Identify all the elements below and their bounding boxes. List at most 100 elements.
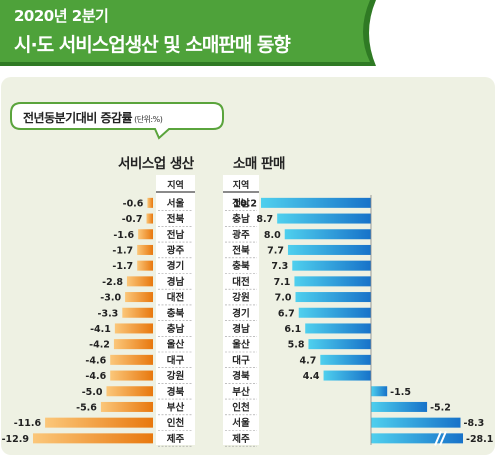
service-region-column-bg	[156, 175, 195, 445]
retail-value-label: -8.3	[464, 418, 485, 429]
retail-region-label: 경북	[232, 370, 250, 382]
retail-bar	[371, 401, 428, 412]
service-bar	[122, 307, 153, 318]
service-region-label: 강원	[167, 370, 184, 382]
service-value-label: -0.6	[123, 198, 144, 209]
title-banner-background	[0, 0, 376, 66]
service-value-label: -4.1	[90, 324, 111, 335]
retail-value-label: 7.0	[275, 293, 292, 304]
retail-value-label: -5.2	[430, 402, 451, 413]
service-value-label: -1.7	[112, 261, 133, 272]
axis-break-mark	[434, 430, 442, 446]
retail-bar	[287, 244, 371, 255]
callout-unit: (단위:%)	[134, 115, 163, 124]
retail-value-label: 7.3	[271, 261, 288, 272]
service-bar	[125, 292, 153, 303]
retail-bar	[261, 197, 371, 208]
service-value-label: -5.0	[82, 387, 103, 398]
retail-region-label: 제주	[232, 433, 250, 445]
retail-bar	[320, 354, 371, 365]
retail-value-label: 10.2	[234, 198, 257, 209]
service-bar	[137, 244, 153, 255]
retail-bar	[284, 229, 371, 240]
service-region-label: 인천	[167, 418, 184, 429]
retail-region-label: 서울	[232, 417, 250, 429]
service-value-label: -2.8	[102, 277, 123, 288]
service-value-label: -1.7	[112, 245, 133, 256]
retail-region-label: 인천	[232, 402, 249, 413]
service-value-label: -3.3	[98, 308, 119, 319]
retail-value-label: 8.7	[256, 214, 273, 225]
service-region-label: 대구	[167, 354, 185, 366]
service-bar	[33, 433, 153, 444]
service-region-label: 경기	[167, 260, 184, 272]
retail-region-label: 전남	[232, 197, 250, 209]
service-region-label: 부산	[167, 401, 185, 413]
retail-value-label: 6.7	[278, 308, 295, 319]
retail-value-label: 8.0	[264, 230, 281, 241]
retail-value-label: 7.1	[274, 277, 291, 288]
retail-bar	[371, 417, 461, 428]
service-bar	[138, 229, 153, 240]
service-value-label: -11.6	[14, 418, 42, 429]
retail-value-label: 7.7	[267, 245, 284, 256]
service-region-label: 경북	[167, 386, 185, 398]
retail-value-label: -1.5	[390, 387, 411, 398]
service-bar	[100, 401, 153, 412]
service-region-label: 울산	[167, 339, 185, 351]
retail-value-label: 6.1	[284, 324, 301, 335]
title-banner: 2020년 2분기 시·도 서비스업생산 및 소매판매 동향	[0, 0, 500, 66]
service-value-label: -4.6	[85, 355, 106, 366]
service-region-label: 전북	[167, 213, 185, 225]
service-bar	[147, 197, 153, 208]
service-region-label: 대전	[167, 292, 184, 304]
service-region-label: 광주	[167, 244, 185, 256]
retail-value-label: -28.1	[466, 434, 493, 445]
retail-region-column-bg	[223, 175, 259, 445]
retail-region-label: 충북	[232, 260, 250, 272]
retail-region-label: 울산	[232, 339, 250, 351]
retail-value-label: 4.7	[299, 355, 316, 366]
banner-title: 시·도 서비스업생산 및 소매판매 동향	[14, 34, 291, 56]
service-value-label: -0.7	[122, 214, 143, 225]
retail-bar	[305, 323, 371, 334]
service-region-label: 전남	[167, 229, 185, 241]
service-production-heading: 서비스업 생산	[118, 156, 194, 172]
retail-bar	[323, 370, 371, 381]
service-bar	[110, 370, 153, 381]
retail-bar	[277, 213, 371, 224]
service-region-label: 충남	[167, 323, 185, 335]
service-bar	[106, 386, 153, 397]
retail-value-label: 5.8	[288, 340, 305, 351]
retail-region-label: 충남	[232, 213, 250, 225]
service-value-label: -4.6	[85, 371, 106, 382]
unit-callout: 전년동분기대비 증감률 (단위:%)	[9, 102, 227, 140]
retail-bar	[371, 386, 388, 397]
service-bar	[110, 354, 153, 365]
service-value-label: -5.6	[76, 402, 97, 413]
retail-region-label: 광주	[232, 229, 250, 241]
service-bar	[114, 323, 153, 334]
service-value-label: -1.6	[113, 230, 134, 241]
retail-region-label: 강원	[232, 292, 249, 304]
retail-region-label: 대구	[232, 354, 250, 366]
retail-region-label: 부산	[232, 386, 250, 398]
service-region-label: 충북	[167, 307, 185, 319]
retail-bar	[294, 276, 371, 287]
service-bar	[113, 339, 153, 350]
retail-bar	[292, 260, 371, 271]
retail-sales-heading: 소매 판매	[233, 156, 285, 172]
service-region-label: 서울	[167, 197, 185, 209]
service-region-label: 경남	[167, 276, 185, 288]
service-bar	[146, 213, 153, 224]
retail-region-label: 전북	[232, 244, 250, 256]
service-value-label: -12.9	[2, 434, 29, 445]
banner-subtitle: 2020년 2분기	[14, 7, 109, 25]
service-bar	[137, 260, 153, 271]
service-value-label: -3.0	[100, 293, 121, 304]
retail-bar	[295, 292, 371, 303]
retail-region-label: 경남	[232, 323, 250, 335]
callout-bubble-shape	[10, 102, 224, 140]
retail-bar	[298, 307, 371, 318]
